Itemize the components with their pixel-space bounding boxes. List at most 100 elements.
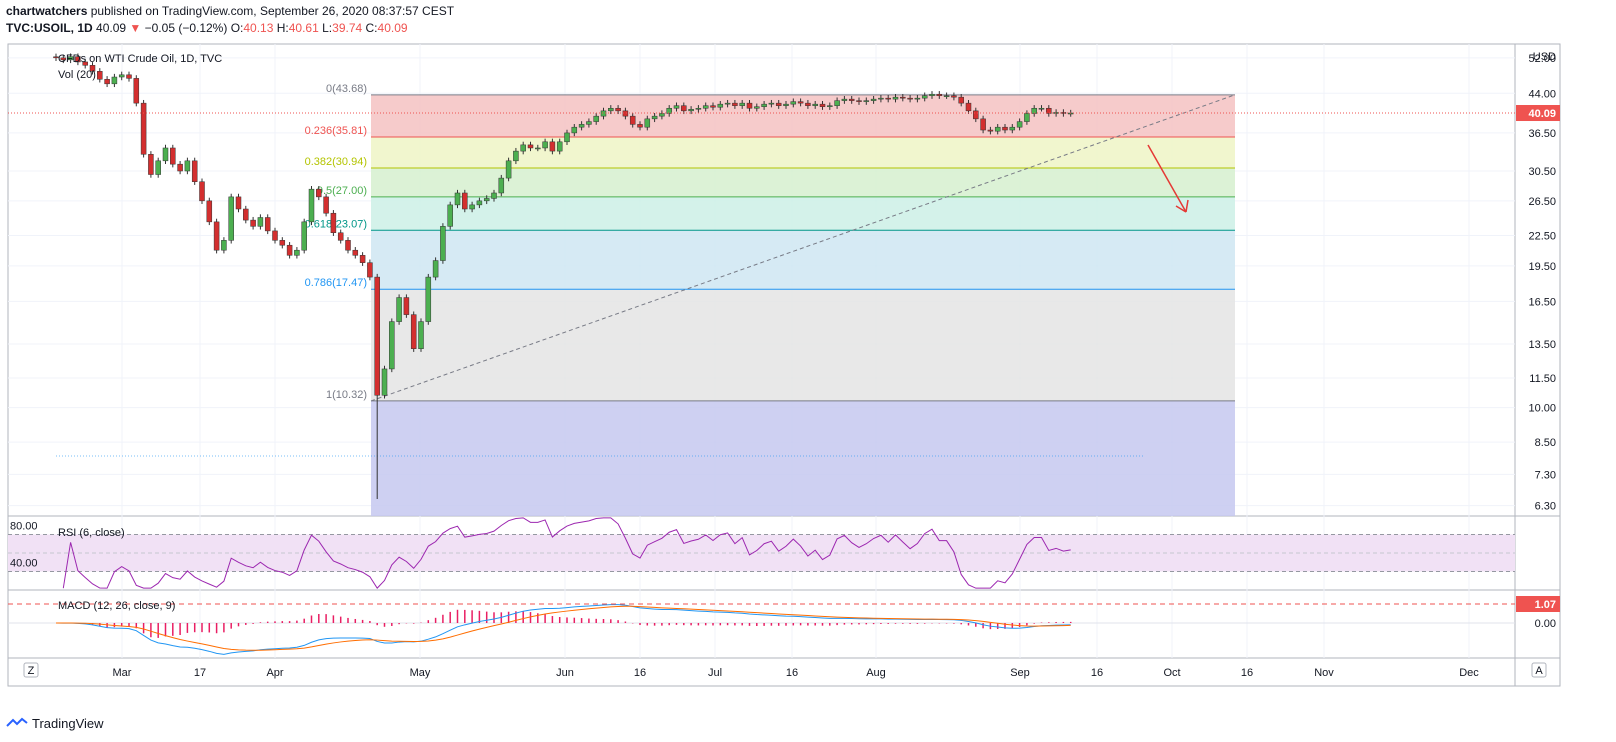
candle bbox=[790, 101, 797, 105]
fib-level-label: 0.5(27.00) bbox=[317, 185, 367, 197]
currency-label: USD bbox=[1533, 51, 1556, 63]
candle bbox=[476, 200, 483, 206]
time-tick-label: May bbox=[410, 667, 431, 679]
auto-scale-icon: A bbox=[1535, 665, 1543, 677]
forecast-arrow bbox=[1147, 144, 1187, 213]
candle bbox=[213, 221, 220, 251]
candle bbox=[396, 297, 402, 322]
candle bbox=[425, 276, 432, 322]
footer: TradingView bbox=[6, 716, 104, 731]
candle bbox=[556, 141, 563, 152]
candle bbox=[469, 204, 475, 210]
candle bbox=[359, 255, 366, 263]
candle bbox=[914, 97, 921, 100]
symbol: TVC:USOIL, 1D bbox=[6, 21, 93, 35]
candle bbox=[133, 78, 140, 104]
candle bbox=[805, 102, 811, 106]
candle bbox=[812, 103, 818, 106]
high-value: 40.61 bbox=[288, 21, 319, 35]
price-tick-label: 26.50 bbox=[1528, 196, 1556, 208]
candle bbox=[1053, 112, 1059, 114]
candle bbox=[870, 98, 877, 101]
candle bbox=[987, 129, 994, 132]
candle bbox=[1038, 107, 1045, 110]
candle bbox=[454, 192, 461, 206]
candle bbox=[746, 102, 753, 109]
candle bbox=[294, 249, 300, 256]
signal-line bbox=[55, 605, 1071, 651]
price-tick-label: 11.50 bbox=[1529, 373, 1556, 385]
brand-name[interactable]: TradingView bbox=[32, 716, 104, 731]
candle bbox=[965, 102, 972, 112]
candle bbox=[586, 121, 592, 125]
price-tick-label: 8.50 bbox=[1535, 437, 1556, 449]
auto-scale-button[interactable] bbox=[1531, 662, 1547, 678]
candle bbox=[316, 188, 322, 198]
candle bbox=[184, 160, 191, 172]
candle bbox=[381, 368, 388, 396]
open-label: O: bbox=[230, 21, 244, 35]
candle bbox=[659, 113, 665, 117]
candle bbox=[483, 198, 490, 202]
candle bbox=[155, 160, 161, 175]
candle bbox=[235, 196, 242, 210]
candle bbox=[827, 105, 833, 107]
low-label: L: bbox=[322, 21, 333, 35]
candle bbox=[352, 249, 359, 256]
candle bbox=[104, 79, 110, 85]
candle bbox=[629, 115, 636, 125]
candle bbox=[892, 96, 899, 100]
fib-zone bbox=[371, 400, 1235, 516]
candle bbox=[717, 103, 724, 108]
macd-last-badge bbox=[1516, 596, 1560, 612]
candle bbox=[221, 240, 227, 251]
candle bbox=[848, 98, 855, 101]
zoom-reset-icon: Z bbox=[28, 665, 35, 677]
candle bbox=[724, 102, 731, 105]
candle bbox=[67, 56, 74, 61]
candle bbox=[900, 96, 906, 99]
candle bbox=[542, 141, 548, 149]
candle bbox=[323, 196, 329, 214]
zoom-reset-button[interactable] bbox=[23, 662, 39, 678]
candle bbox=[250, 219, 256, 227]
candle bbox=[403, 297, 410, 315]
candle bbox=[878, 97, 884, 100]
candle bbox=[921, 95, 928, 99]
fib-zone bbox=[371, 230, 1235, 290]
candle bbox=[863, 100, 870, 102]
candle bbox=[53, 56, 59, 59]
price-tick-label: 6.30 bbox=[1535, 501, 1556, 513]
last-price: 40.09 bbox=[96, 21, 127, 35]
candle bbox=[447, 204, 453, 227]
price-tick-label: 30.50 bbox=[1528, 166, 1556, 178]
fib-zone bbox=[371, 94, 1235, 137]
author[interactable]: chartwatchers bbox=[6, 4, 88, 18]
candle bbox=[702, 105, 709, 109]
publish-line: chartwatchers published on TradingView.c… bbox=[6, 4, 454, 18]
down-arrow-icon: ▼ bbox=[129, 21, 142, 35]
fib-zone bbox=[371, 136, 1235, 168]
price-tick-label: 7.30 bbox=[1535, 469, 1556, 481]
fib-level-label: 0.382(30.94) bbox=[305, 156, 367, 168]
candle bbox=[264, 217, 271, 232]
candle bbox=[739, 102, 745, 106]
candle bbox=[571, 126, 578, 134]
candle bbox=[177, 163, 183, 172]
candle bbox=[761, 103, 767, 107]
candle bbox=[651, 115, 658, 120]
candle bbox=[337, 232, 344, 241]
candle bbox=[1016, 121, 1023, 128]
candle bbox=[666, 107, 672, 114]
candle bbox=[768, 102, 775, 105]
candle bbox=[462, 192, 468, 210]
price-tick-label: 19.50 bbox=[1528, 261, 1556, 273]
candle bbox=[622, 110, 629, 117]
candle bbox=[856, 100, 862, 102]
time-tick-label: Sep bbox=[1010, 667, 1030, 679]
candle bbox=[432, 260, 439, 278]
candle bbox=[367, 262, 373, 278]
candle bbox=[980, 118, 986, 131]
candle bbox=[206, 200, 213, 223]
